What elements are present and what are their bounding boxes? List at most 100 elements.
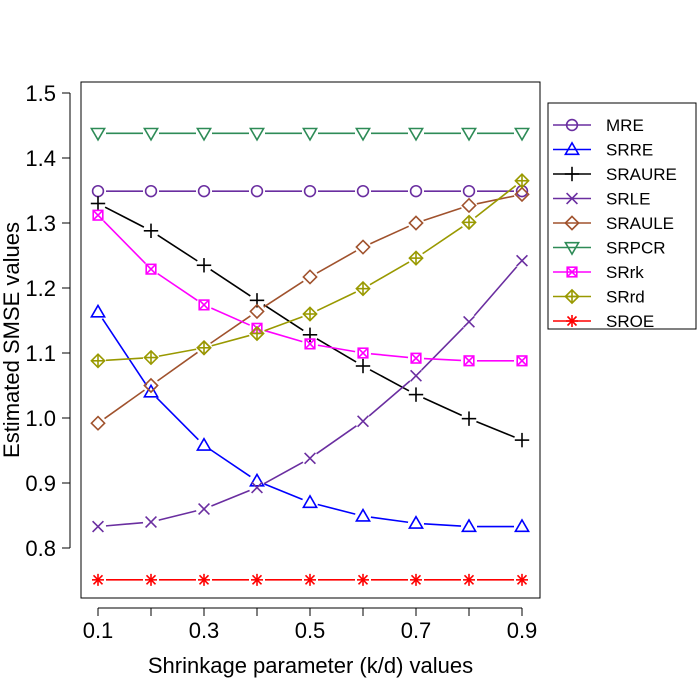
legend-label: SRrk [606, 263, 644, 282]
x-tick-label: 0.1 [83, 618, 114, 643]
series-srrd-point [196, 340, 212, 356]
series-sraure-point [514, 432, 530, 448]
series-srle-segment [105, 521, 144, 527]
x-tick-label: 0.5 [295, 618, 326, 643]
series-sraure-segment [263, 304, 304, 332]
legend-marker [565, 118, 579, 132]
x-tick-label: 0.9 [507, 618, 538, 643]
x-axis: 0.1 0.3 0.5 0.7 0.9 [83, 607, 538, 643]
series-sraule-point [408, 215, 424, 231]
series-srle-point [357, 415, 369, 428]
series-sraule-point [90, 415, 106, 431]
series-sraule-segment [476, 195, 515, 205]
series-sroe [92, 573, 528, 586]
series-srre-point [143, 383, 159, 398]
series-srpcr-point [514, 127, 530, 142]
legend: MRE SRRE SRAURE SRLE SRAULE SRPCR SRrk SRrd SROE [547, 102, 697, 331]
series-srrd-point [302, 306, 318, 322]
series-srpcr-point [249, 127, 265, 142]
series-layer [90, 127, 530, 586]
series-sraure-point [90, 196, 106, 211]
series-srrd-point [355, 280, 371, 297]
series-srpcr-point [90, 127, 106, 142]
legend-marker [564, 288, 580, 305]
series-sraure-segment [422, 397, 463, 417]
series-srre-point [355, 507, 371, 522]
legend-marker [566, 266, 578, 278]
series-srpcr-point [143, 127, 159, 142]
series-srrd-point [461, 214, 477, 231]
series-sraule-segment [369, 225, 410, 245]
series-srle-segment [368, 380, 411, 417]
series-sraure-segment [210, 269, 251, 297]
series-srre-segment [210, 449, 251, 478]
series-sroe-point [92, 573, 104, 586]
series-srle-point [410, 369, 422, 382]
series-srre-segment [317, 503, 356, 515]
series-srle [92, 254, 528, 533]
series-srle-segment [421, 326, 464, 371]
series-srpcr-point [408, 127, 424, 142]
legend-marker [566, 192, 578, 205]
y-tick-label: 0.8 [25, 536, 56, 561]
series-srrk-segment [423, 357, 462, 362]
y-tick-label: 1.4 [25, 146, 56, 171]
series-srre-point [461, 518, 477, 533]
series-srre-point [302, 494, 318, 509]
series-srpcr-point [196, 127, 212, 142]
series-mre-point [144, 184, 158, 198]
series-srrd-point [90, 353, 106, 369]
series-sroe-point [251, 573, 263, 586]
legend-label: SRPCR [606, 239, 666, 258]
series-srle-segment [263, 461, 304, 485]
series-sroe-point [304, 573, 316, 586]
legend-label: SRRE [606, 141, 653, 160]
series-mre-point [303, 184, 317, 198]
series-sroe-point [463, 573, 475, 586]
series-srrd-point [514, 173, 530, 189]
series-srre-segment [156, 397, 199, 441]
y-tick-label: 1.2 [25, 276, 56, 301]
series-srre-point [408, 515, 424, 529]
legend-marker [564, 166, 580, 182]
legend-item-srrd: SRrd [553, 288, 645, 307]
series-srre [90, 303, 530, 533]
y-tick-label: 1.3 [25, 211, 56, 236]
legend-label: SRAURE [606, 165, 677, 184]
series-sraule-segment [157, 351, 198, 382]
series-srrk-segment [103, 220, 146, 265]
series-srrk-segment [157, 272, 198, 302]
series-sraule-segment [104, 389, 145, 420]
series-srle-point [198, 503, 210, 515]
series-sraure-segment [476, 420, 515, 438]
series-sraule-segment [263, 280, 304, 308]
series-srrd-segment [105, 357, 144, 362]
series-srre-segment [264, 483, 303, 501]
legend-label: SRLE [606, 190, 650, 209]
series-srre-segment [423, 522, 462, 527]
series-sraure-point [461, 411, 477, 426]
series-sraule-segment [316, 250, 357, 274]
series-mre-point [409, 184, 423, 198]
series-sraule-point [514, 186, 530, 203]
series-sroe-point [198, 573, 210, 586]
series-srle-point [145, 516, 157, 528]
series-srre-point [90, 303, 106, 318]
legend-item-srpcr: SRPCR [553, 239, 666, 258]
y-axis: 0.8 0.9 1.0 1.1 1.2 1.3 1.4 1.5 [25, 81, 71, 561]
series-sraure-point [355, 358, 371, 374]
series-sraule-segment [423, 207, 462, 222]
series-srrd-segment [316, 291, 357, 312]
series-srrk-segment [264, 329, 303, 343]
legend-item-mre: MRE [553, 116, 644, 135]
legend-marker [566, 315, 578, 327]
y-tick-label: 0.9 [25, 471, 56, 496]
series-srle-segment [316, 425, 357, 455]
series-sraule-segment [210, 315, 251, 344]
series-srrk-segment [210, 307, 251, 326]
series-srrd [90, 173, 530, 369]
legend-item-sraule: SRAULE [553, 214, 674, 233]
series-srrd-point [143, 349, 159, 366]
series-srle-point [463, 315, 475, 328]
